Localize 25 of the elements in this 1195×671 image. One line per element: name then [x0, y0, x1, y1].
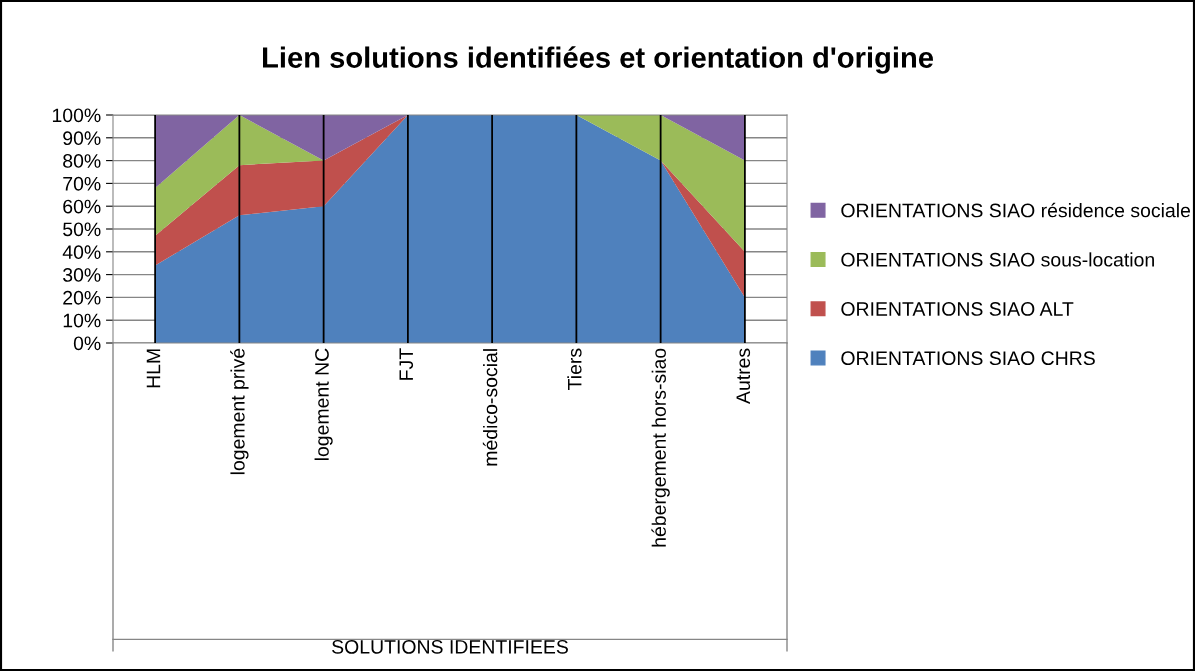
x-tick-label: médico-social	[482, 349, 498, 466]
x-tick-label: logement NC	[314, 348, 333, 461]
x-tick-label: hébergement hors-siao	[651, 348, 670, 547]
x-tick-label: Tiers	[567, 348, 582, 390]
x-axis-title: SOLUTIONS IDENTIFIEES	[332, 639, 568, 654]
y-tick-label: 80%	[63, 154, 101, 168]
x-tick-label: HLM	[146, 349, 161, 388]
x-tick-label: FJT	[399, 348, 414, 380]
y-tick-label: 70%	[63, 176, 101, 191]
legend-label: ORIENTATIONS SIAO CHRS	[841, 351, 1095, 366]
y-tick-label: 10%	[63, 313, 101, 328]
y-tick-label: 0%	[73, 336, 101, 351]
x-tick-label: Autres	[736, 348, 751, 405]
y-tick-label: 50%	[63, 222, 101, 237]
legend-label: ORIENTATIONS SIAO résidence sociale	[841, 202, 1191, 218]
y-tick-label: 40%	[62, 245, 101, 260]
legend-label: ORIENTATIONS SIAO sous-location	[841, 252, 1154, 267]
legend-label: ORIENTATIONS SIAO ALT	[841, 302, 1074, 316]
y-tick-label: 60%	[63, 199, 101, 214]
y-tick-label: 90%	[63, 131, 101, 146]
chart-title: Lien solutions identifiées et orientation d'origine	[263, 46, 934, 74]
y-tick-label: 20%	[63, 290, 101, 305]
y-tick-label: 30%	[63, 268, 101, 282]
y-tick-label: 100%	[52, 108, 101, 123]
x-tick-label: logement privé	[230, 348, 249, 475]
